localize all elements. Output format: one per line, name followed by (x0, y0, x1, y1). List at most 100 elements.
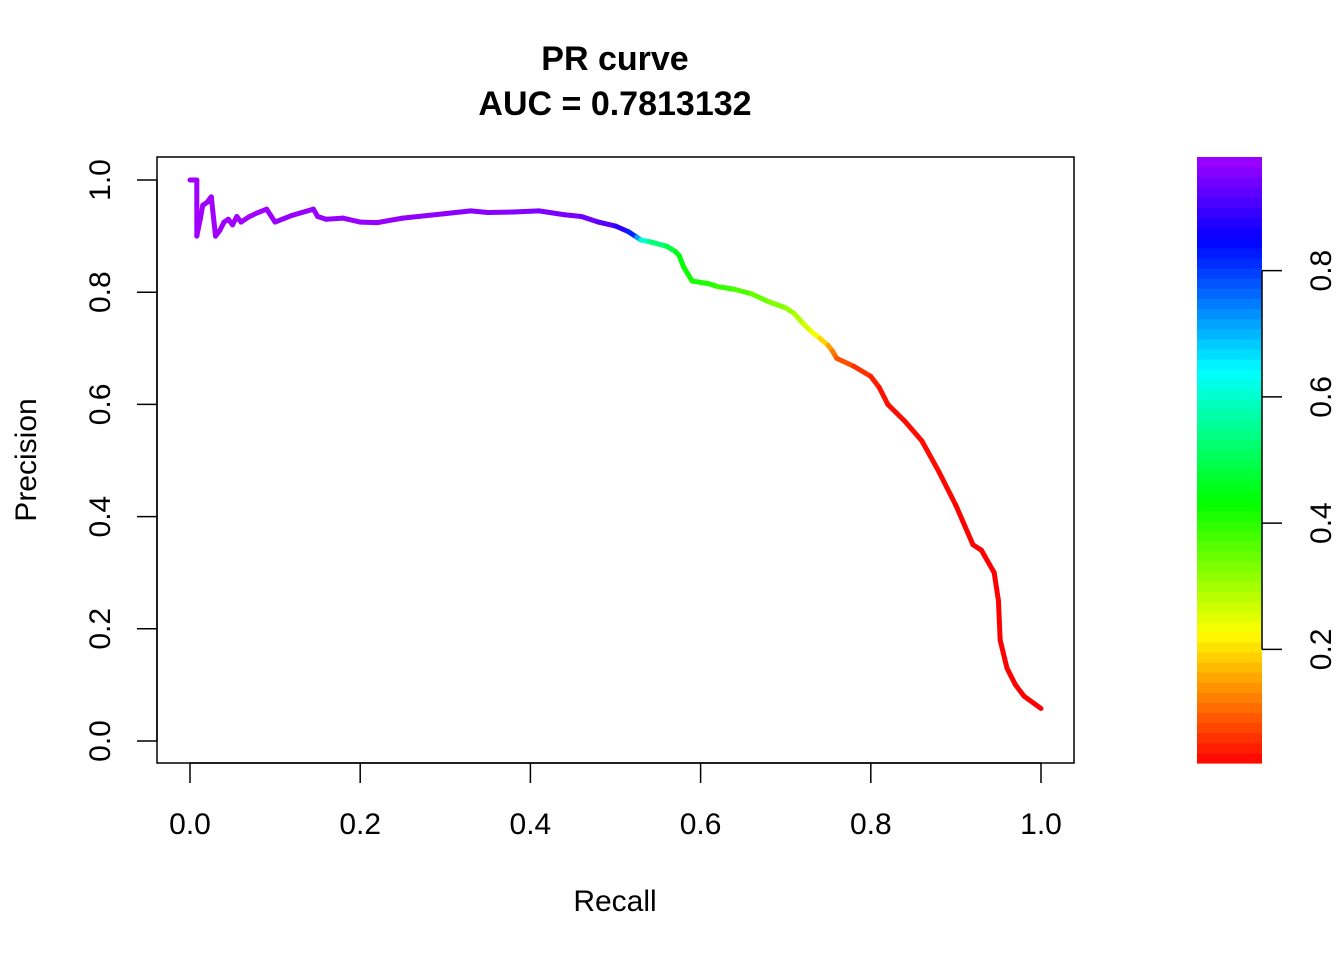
colorbar-swatch (1197, 298, 1262, 310)
pr-curve-segment (689, 278, 712, 287)
pr-curve-segment (485, 209, 516, 216)
pr-curve-segment (997, 637, 1010, 671)
colorbar-swatch (1197, 490, 1262, 501)
pr-curve-segment (749, 291, 772, 305)
pr-curve-segment (732, 286, 755, 297)
x-tick-label: 0.8 (850, 808, 892, 841)
pr-curve-segment (936, 469, 959, 508)
pr-curve-segment (715, 284, 738, 292)
x-tick-label: 1.0 (1020, 808, 1062, 841)
pr-curve-segment (357, 219, 380, 226)
x-tick-label: 0.2 (339, 808, 381, 841)
pr-curve-segment (208, 194, 219, 239)
colorbar-swatch (1197, 712, 1262, 724)
x-axis: 0.0 0.2 0.4 0.6 0.8 1.0 (169, 762, 1062, 841)
y-tick-label: 0.6 (84, 384, 117, 426)
colorbar-swatch (1197, 682, 1262, 693)
colorbar-swatch (1197, 369, 1262, 380)
pr-curve-segment (953, 502, 976, 548)
colorbar-swatch (1197, 702, 1262, 714)
colorbar-swatch (1197, 470, 1262, 481)
colorbar-swatch (1197, 399, 1262, 411)
x-axis-label: Recall (573, 885, 656, 918)
colorbar-swatch (1197, 207, 1262, 219)
pr-curve-segment (834, 355, 857, 369)
colorbar-swatch (1197, 460, 1262, 471)
y-tick-label: 0.4 (84, 496, 117, 538)
colorbar-swatch (1197, 601, 1262, 613)
pr-curve-segment (919, 438, 942, 475)
colorbar-swatch (1197, 641, 1262, 653)
colorbar-tick-label: 0.2 (1305, 629, 1338, 671)
y-tick-label: 0.0 (84, 720, 117, 762)
colorbar-swatch (1197, 237, 1262, 249)
colorbar-swatch (1197, 409, 1262, 421)
x-tick-label: 0.0 (169, 808, 211, 841)
colorbar-swatch (1197, 621, 1262, 633)
pr-curve-segment (561, 212, 584, 219)
colorbar-swatch (1197, 672, 1262, 683)
colorbar-swatch (1197, 247, 1262, 259)
pr-curve-segment (442, 208, 474, 217)
pr-curve-segment (595, 219, 618, 229)
pr-curve-segment (885, 401, 908, 424)
colorbar-swatch (1197, 651, 1262, 663)
colorbar-swatch (1197, 419, 1262, 431)
colorbar-swatch (1197, 217, 1262, 229)
colorbar-swatch (1197, 581, 1262, 592)
pr-curve-segment (902, 418, 925, 444)
colorbar-swatch (1197, 530, 1262, 542)
pr-curve-segment (1004, 665, 1018, 688)
colorbar-swatch (1197, 227, 1262, 239)
colorbar-swatch (1197, 540, 1262, 552)
pr-curve-segment (766, 299, 789, 311)
colorbar-tick-label: 0.4 (1305, 502, 1338, 544)
x-tick-label: 0.4 (510, 808, 552, 841)
y-axis: 0.0 0.2 0.4 0.6 0.8 1.0 (84, 159, 158, 762)
colorbar-swatch (1197, 692, 1262, 703)
x-tick-label: 0.6 (680, 808, 722, 841)
pr-curve-segment (264, 206, 278, 225)
colorbar-swatch (1197, 338, 1262, 350)
pr-curve-segment (647, 239, 670, 249)
colorbar-swatch (1197, 288, 1262, 299)
colorbar-swatch (1197, 732, 1262, 744)
colorbar-swatch (1197, 258, 1262, 269)
pr-curve-segment (991, 570, 1001, 604)
colorbar-swatch (1197, 177, 1262, 188)
pr-curve-segment (1021, 693, 1044, 711)
y-axis-label: Precision (10, 398, 43, 521)
pr-curve-line (187, 177, 1044, 711)
colorbar: 0.2 0.4 0.6 0.8 (1197, 157, 1338, 764)
plot-frame (156, 156, 1075, 764)
colorbar-swatch (1197, 631, 1262, 643)
colorbar-swatch (1197, 742, 1262, 754)
colorbar-swatch (1197, 278, 1262, 289)
colorbar-swatch (1197, 449, 1262, 461)
colorbar-swatch (1197, 722, 1262, 734)
colorbar-swatch (1197, 187, 1262, 198)
colorbar-swatch (1197, 318, 1262, 330)
pr-curve-segment (272, 212, 295, 225)
pr-curve-segment (340, 215, 363, 225)
pr-curve-segment (323, 215, 346, 222)
colorbar-swatch (1197, 379, 1262, 390)
pr-curve-segment (876, 385, 891, 407)
pr-curve-segment (578, 213, 601, 225)
pr-curve-segment (194, 216, 203, 239)
y-tick-label: 0.8 (84, 271, 117, 313)
colorbar-swatch (1197, 611, 1262, 623)
colorbar-swatch (1197, 308, 1262, 320)
pr-curve-segment (289, 206, 316, 218)
colorbar-swatch (1197, 389, 1262, 400)
colorbar-swatch (1197, 167, 1262, 178)
colorbar-swatch (1197, 662, 1262, 673)
pr-curve-segment (468, 208, 491, 216)
colorbar-swatch (1197, 520, 1262, 532)
pr-curve-segment (536, 208, 567, 218)
colorbar-tick-label: 0.8 (1305, 250, 1338, 292)
colorbar-swatch (1197, 268, 1262, 279)
y-tick-label: 0.2 (84, 608, 117, 650)
colorbar-swatch (1197, 359, 1262, 370)
